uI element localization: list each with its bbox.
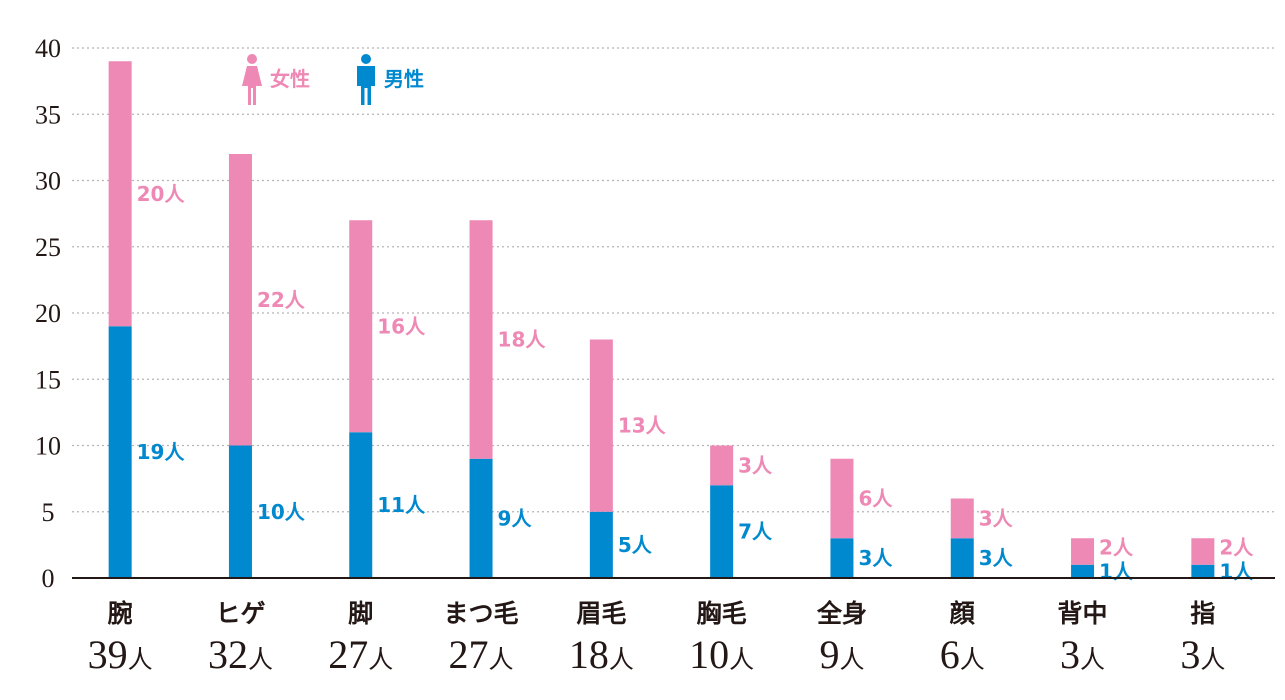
category-label: 眉毛 bbox=[576, 599, 626, 628]
data-label-male: 1人 bbox=[1099, 559, 1134, 583]
bar-segment-male bbox=[469, 458, 493, 578]
y-tick-label: 0 bbox=[42, 564, 55, 593]
bar-segment-male bbox=[950, 538, 974, 578]
bar-segment-female bbox=[710, 445, 734, 486]
legend-label-female: 女性 bbox=[270, 67, 310, 91]
bar-segment-female bbox=[349, 220, 373, 433]
category-label: 脚 bbox=[348, 599, 373, 628]
category-total: 39人 bbox=[88, 632, 153, 677]
y-tick-label: 5 bbox=[42, 498, 55, 527]
bar-segment-male bbox=[1191, 564, 1215, 578]
category-total: 27人 bbox=[328, 632, 393, 677]
y-tick-label: 35 bbox=[35, 100, 61, 129]
bar-segment-female bbox=[1071, 538, 1095, 565]
bar-segment-female bbox=[589, 339, 613, 512]
data-label-female: 3人 bbox=[738, 453, 773, 477]
data-label-female: 2人 bbox=[1099, 535, 1134, 559]
x-axis: 腕 39人 ヒゲ 32人 脚 27人 まつ毛 27人 眉毛 18人 胸毛 10人 全身 9人 顔 6人 背中 3人… bbox=[88, 599, 1226, 677]
category-label: 背中 bbox=[1058, 599, 1108, 628]
male-icon bbox=[357, 54, 375, 105]
data-label-female: 2人 bbox=[1219, 535, 1254, 559]
category-label: 顔 bbox=[949, 599, 976, 628]
category-total: 9人 bbox=[819, 632, 864, 677]
category-label: ヒゲ bbox=[215, 599, 265, 628]
data-label-male: 11人 bbox=[377, 493, 426, 517]
bar-segment-female bbox=[950, 498, 974, 539]
bar-segment-female bbox=[108, 61, 132, 327]
bar-segment-male bbox=[1071, 564, 1095, 578]
data-label-male: 1人 bbox=[1219, 559, 1254, 583]
bar-segment-male bbox=[228, 445, 252, 578]
bar-segment-female bbox=[228, 154, 252, 446]
category-total: 10人 bbox=[689, 632, 754, 677]
data-label-male: 10人 bbox=[257, 500, 306, 524]
data-label-female: 3人 bbox=[979, 506, 1014, 530]
data-label-female: 6人 bbox=[858, 487, 893, 511]
y-axis: 0 5 10 15 20 25 30 35 40 bbox=[35, 34, 61, 593]
legend-item-male: 男性 bbox=[357, 54, 424, 105]
category-total: 27人 bbox=[449, 632, 514, 677]
y-tick-label: 10 bbox=[35, 432, 61, 461]
bar-segment-female bbox=[830, 458, 854, 539]
category-label: まつ毛 bbox=[444, 599, 519, 628]
data-label-male: 19人 bbox=[137, 440, 186, 464]
category-total: 18人 bbox=[569, 632, 634, 677]
legend-label-male: 男性 bbox=[384, 67, 424, 91]
data-label-female: 22人 bbox=[257, 288, 306, 312]
y-tick-label: 15 bbox=[35, 365, 61, 394]
bar-segment-male bbox=[830, 538, 854, 578]
data-label-female: 13人 bbox=[618, 414, 667, 438]
data-label-female: 16人 bbox=[377, 314, 426, 338]
y-tick-label: 30 bbox=[35, 167, 61, 196]
bar-segment-female bbox=[469, 220, 493, 459]
legend-item-female: 女性 bbox=[242, 54, 310, 105]
bar-segment-male bbox=[108, 326, 132, 578]
category-label: 指 bbox=[1190, 599, 1215, 628]
data-label-male: 7人 bbox=[738, 520, 773, 544]
category-total: 3人 bbox=[1180, 632, 1225, 677]
y-tick-label: 20 bbox=[35, 299, 61, 328]
data-label-female: 20人 bbox=[137, 182, 186, 206]
data-label-male: 3人 bbox=[858, 546, 893, 570]
bar-segment-male bbox=[349, 432, 373, 578]
category-total: 32人 bbox=[208, 632, 273, 677]
category-label: 胸毛 bbox=[697, 599, 747, 628]
female-icon bbox=[242, 54, 262, 105]
category-label: 全身 bbox=[816, 599, 867, 628]
category-total: 6人 bbox=[940, 632, 985, 677]
data-label-male: 5人 bbox=[618, 533, 653, 557]
bars: 19人 20人 10人 22人 11人 16人 9人 18人 5人 13人 7人 3人 3人 6人 3人 3人… bbox=[108, 61, 1254, 583]
bar-segment-male bbox=[710, 485, 734, 578]
data-label-male: 3人 bbox=[979, 546, 1014, 570]
data-label-male: 9人 bbox=[498, 506, 533, 530]
category-label: 腕 bbox=[107, 599, 133, 628]
y-tick-label: 25 bbox=[35, 233, 61, 262]
gridlines bbox=[72, 47, 1275, 513]
y-tick-label: 40 bbox=[35, 34, 61, 63]
category-total: 3人 bbox=[1060, 632, 1105, 677]
bar-segment-male bbox=[589, 511, 613, 578]
data-label-female: 18人 bbox=[498, 328, 547, 352]
bar-segment-female bbox=[1191, 538, 1215, 565]
legend: 女性 男性 bbox=[242, 54, 424, 105]
